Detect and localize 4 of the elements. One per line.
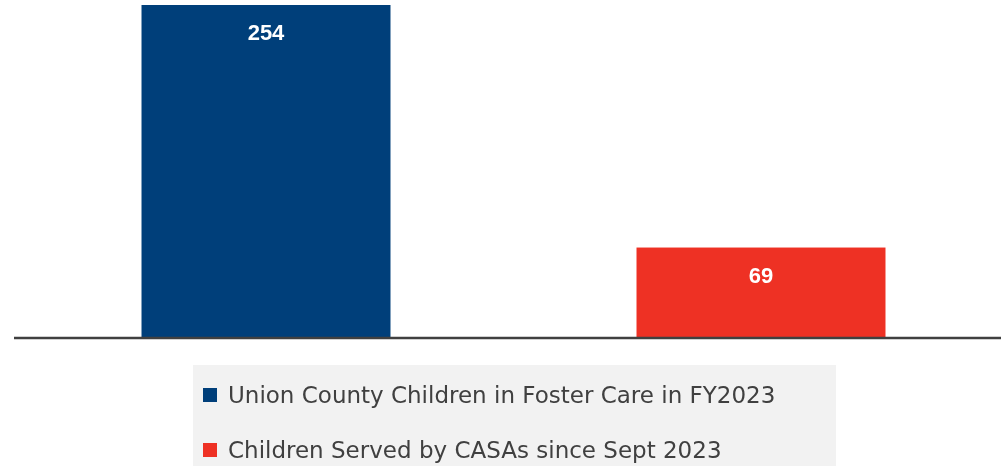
legend-label: Union County Children in Foster Care in FY2023 (228, 382, 776, 408)
data-label: 254 (247, 20, 286, 45)
data-label: 69 (748, 262, 774, 288)
legend-label: Children Served by CASAs since Sept 2023 (228, 437, 722, 463)
